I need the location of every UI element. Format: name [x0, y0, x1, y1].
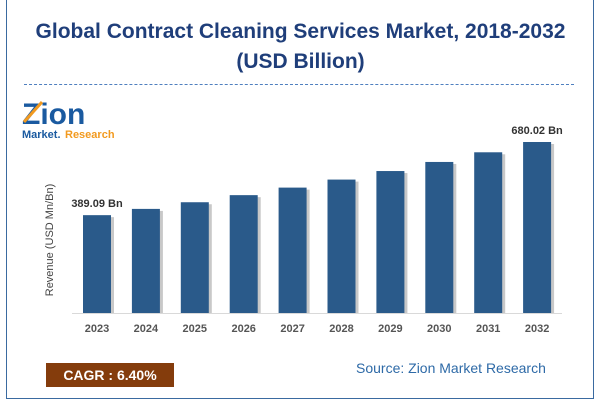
bar-2029: [376, 171, 405, 313]
x-tick-label: 2024: [134, 323, 159, 335]
x-tick-label: 2023: [85, 323, 109, 335]
x-tick-label: 2026: [231, 323, 255, 335]
x-tick-label: 2032: [525, 323, 549, 335]
x-tick-label: 2027: [280, 323, 304, 335]
svg-text:Market.: Market.: [22, 129, 61, 141]
x-tick-label: 2029: [378, 323, 402, 335]
bar-2026: [229, 195, 258, 313]
bar-2027: [278, 187, 307, 313]
x-tick-label: 2030: [427, 323, 451, 335]
bar-2031: [474, 152, 503, 313]
bar-2023: [83, 215, 111, 313]
x-tick-label: 2025: [183, 323, 207, 335]
bar-2028: [327, 179, 356, 313]
x-tick-label: 2031: [476, 323, 500, 335]
chart-subtitle: (USD Billion): [236, 50, 365, 73]
x-tick-label: 2028: [329, 323, 353, 335]
chart-title: Global Contract Cleaning Services Market…: [35, 20, 566, 43]
zion-logo: Zion Market. Research: [22, 98, 115, 141]
svg-text:Research: Research: [65, 129, 115, 141]
cagr-badge: CAGR : 6.40%: [46, 363, 174, 387]
bar-2025: [180, 202, 209, 313]
frame-border: [6, 0, 594, 399]
data-label: 680.02 Bn: [511, 125, 563, 137]
source-text: Source: Zion Market Research: [356, 360, 546, 376]
data-label: 389.09 Bn: [71, 198, 123, 210]
bar-2024: [131, 208, 160, 313]
bar-2032: [523, 142, 552, 313]
bar-2030: [425, 161, 454, 313]
divider: [24, 84, 574, 85]
